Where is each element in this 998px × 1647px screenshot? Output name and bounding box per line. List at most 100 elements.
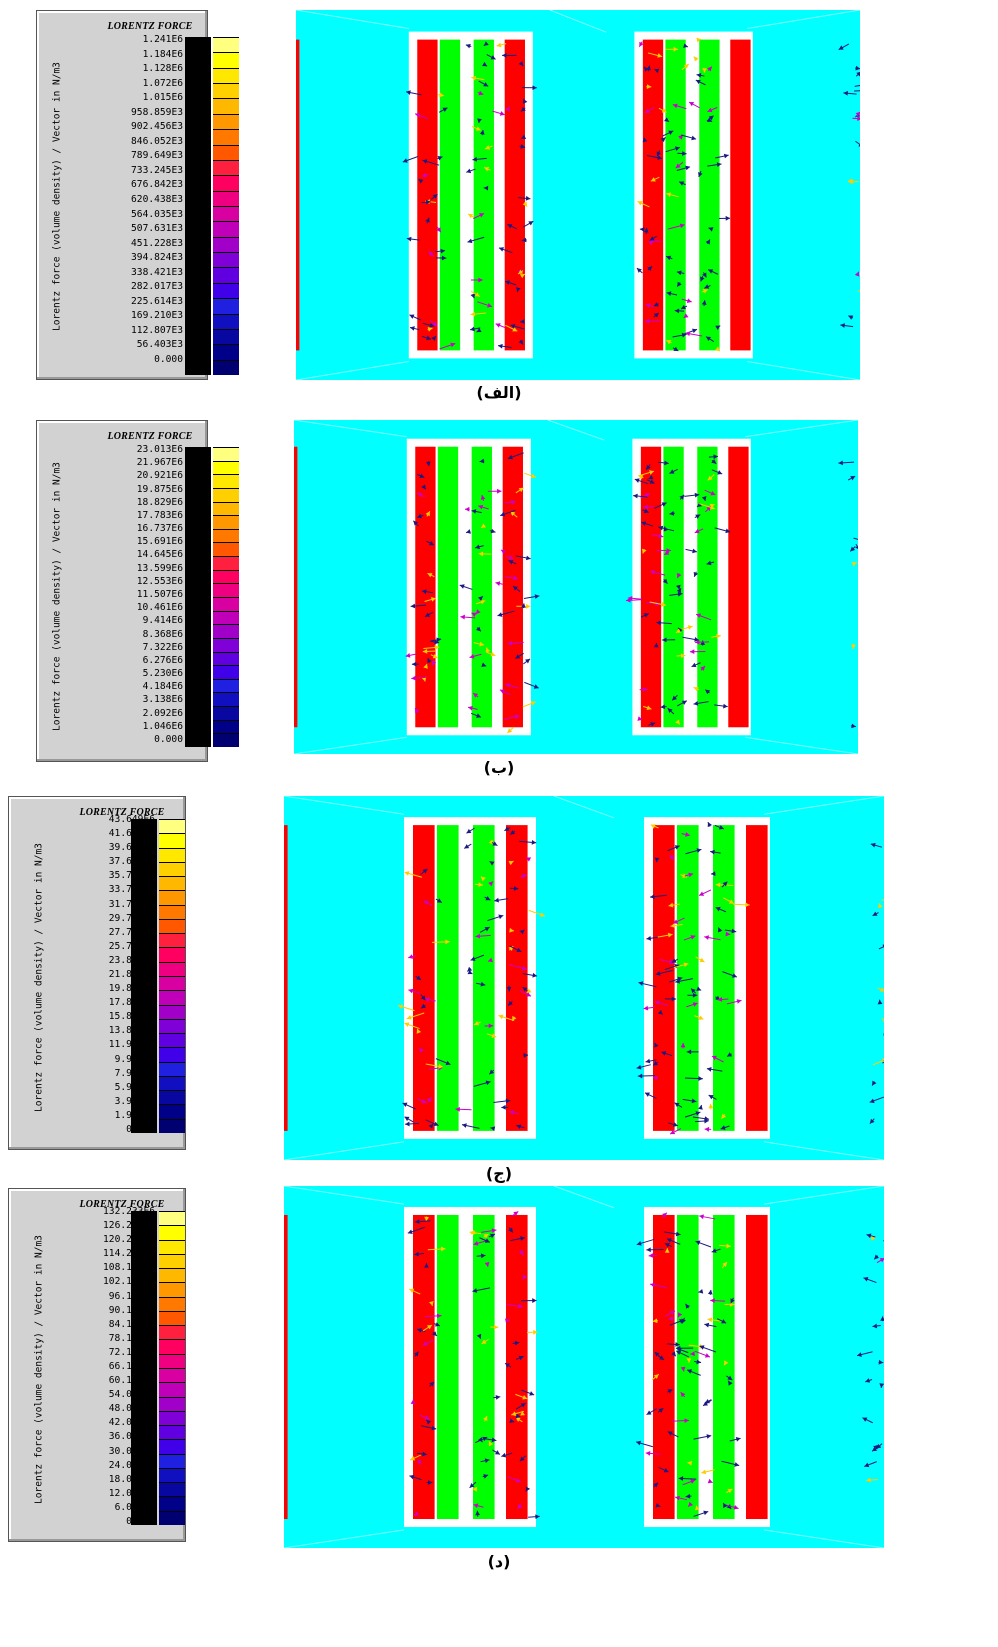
force-arrowhead — [525, 555, 531, 561]
force-arrowhead — [638, 981, 644, 986]
force-arrowhead — [857, 116, 860, 121]
flux-line — [763, 1529, 884, 1548]
force-arrowhead — [455, 1106, 460, 1112]
force-arrowhead — [521, 603, 526, 608]
flux-field — [294, 420, 858, 754]
legend-swatch — [213, 474, 239, 488]
force-arrowhead — [644, 108, 650, 113]
legend-swatch — [213, 236, 239, 253]
flux-field — [284, 796, 884, 1160]
legend-swatch — [159, 1211, 185, 1226]
legend-swatch — [159, 1282, 185, 1297]
force-arrowhead — [497, 612, 503, 617]
force-arrowhead — [872, 1323, 878, 1329]
hv-winding — [506, 825, 528, 1131]
force-arrowhead — [432, 653, 438, 659]
force-arrowhead — [487, 303, 492, 308]
force-arrowhead — [428, 251, 434, 257]
force-arrowhead — [644, 318, 650, 324]
legend-swatch — [159, 1253, 185, 1269]
force-arrowhead — [654, 1042, 659, 1048]
legend-swatch — [213, 328, 239, 345]
force-arrowhead — [883, 1033, 884, 1036]
force-arrowhead — [706, 1066, 712, 1072]
legend-swatch — [213, 252, 239, 268]
force-arrowhead — [406, 1015, 412, 1020]
force-arrowhead — [410, 1456, 416, 1461]
force-arrowhead — [479, 458, 485, 464]
legend-tick-label: 12.553E6 — [136, 575, 183, 587]
force-arrowhead — [869, 1118, 875, 1124]
force-arrowhead — [733, 1505, 739, 1510]
force-arrowhead — [696, 986, 702, 991]
force-arrowhead — [502, 52, 507, 58]
force-arrowhead — [493, 1324, 499, 1330]
force-arrowhead — [512, 1015, 517, 1021]
force-arrowhead — [485, 145, 491, 150]
force-arrowhead — [654, 68, 660, 74]
legend-swatch — [159, 1382, 185, 1397]
force-arrowhead — [518, 1355, 524, 1361]
force-arrowhead — [866, 1233, 872, 1239]
force-arrowhead — [418, 178, 424, 184]
flux-field — [296, 10, 860, 380]
force-arrowhead — [421, 484, 426, 490]
force-arrowhead — [676, 588, 681, 594]
legend-swatch — [159, 1090, 185, 1105]
force-arrowhead — [518, 339, 524, 345]
force-arrowhead — [650, 894, 655, 900]
force-arrowhead — [422, 159, 428, 164]
force-vector — [872, 1059, 884, 1066]
force-arrowhead — [636, 268, 642, 273]
force-arrowhead — [510, 829, 516, 835]
force-arrowhead — [666, 1238, 672, 1243]
force-arrowhead — [676, 573, 682, 579]
force-arrowhead — [416, 975, 422, 981]
force-vector — [857, 290, 860, 292]
force-arrowhead — [415, 113, 421, 118]
force-arrowhead — [489, 861, 495, 866]
force-arrowhead — [427, 326, 433, 332]
panel-a: LORENTZ FORCE Lorentz force (volume dens… — [0, 0, 998, 402]
force-arrowhead — [520, 106, 526, 112]
force-arrowhead — [683, 64, 689, 69]
force-arrowhead — [522, 987, 528, 992]
force-arrowhead — [475, 126, 481, 131]
force-arrowhead — [426, 1097, 432, 1103]
legend-swatch — [159, 1075, 185, 1091]
force-arrowhead — [681, 1318, 686, 1324]
force-arrowhead — [851, 561, 857, 567]
force-arrowhead — [465, 43, 471, 49]
force-arrowhead — [636, 1241, 642, 1246]
legend-swatch — [159, 819, 185, 834]
force-arrowhead — [469, 1230, 475, 1236]
force-arrowhead — [675, 163, 681, 169]
force-arrowhead — [478, 882, 483, 887]
force-arrowhead — [715, 906, 721, 912]
force-arrowhead — [429, 322, 435, 328]
force-arrowhead — [692, 1002, 698, 1007]
force-arrowhead — [657, 155, 663, 161]
force-arrowhead — [422, 1341, 428, 1346]
force-arrowhead — [872, 1446, 878, 1452]
force-arrowhead — [522, 1274, 528, 1280]
force-arrowhead — [722, 881, 728, 887]
force-arrowhead — [480, 495, 486, 500]
legend-swatch — [159, 1310, 185, 1326]
force-arrowhead — [471, 509, 477, 514]
force-arrowhead — [702, 289, 708, 294]
force-arrowhead — [426, 335, 432, 341]
force-arrowhead — [417, 492, 423, 498]
force-arrowhead — [475, 933, 481, 939]
force-arrowhead — [478, 596, 483, 601]
legend-tick-label: 7.322E6 — [142, 641, 183, 653]
legend-swatch — [159, 1496, 185, 1511]
force-arrowhead — [698, 1015, 704, 1020]
legend-tick-label: 11.507E6 — [136, 589, 183, 600]
force-arrowhead — [484, 1238, 490, 1243]
force-arrowhead — [661, 502, 667, 507]
legend-tick-label: 132.233E6 — [103, 1206, 155, 1217]
lv-winding — [437, 825, 459, 1131]
force-arrowhead — [649, 236, 655, 241]
force-arrowhead — [427, 1324, 433, 1330]
